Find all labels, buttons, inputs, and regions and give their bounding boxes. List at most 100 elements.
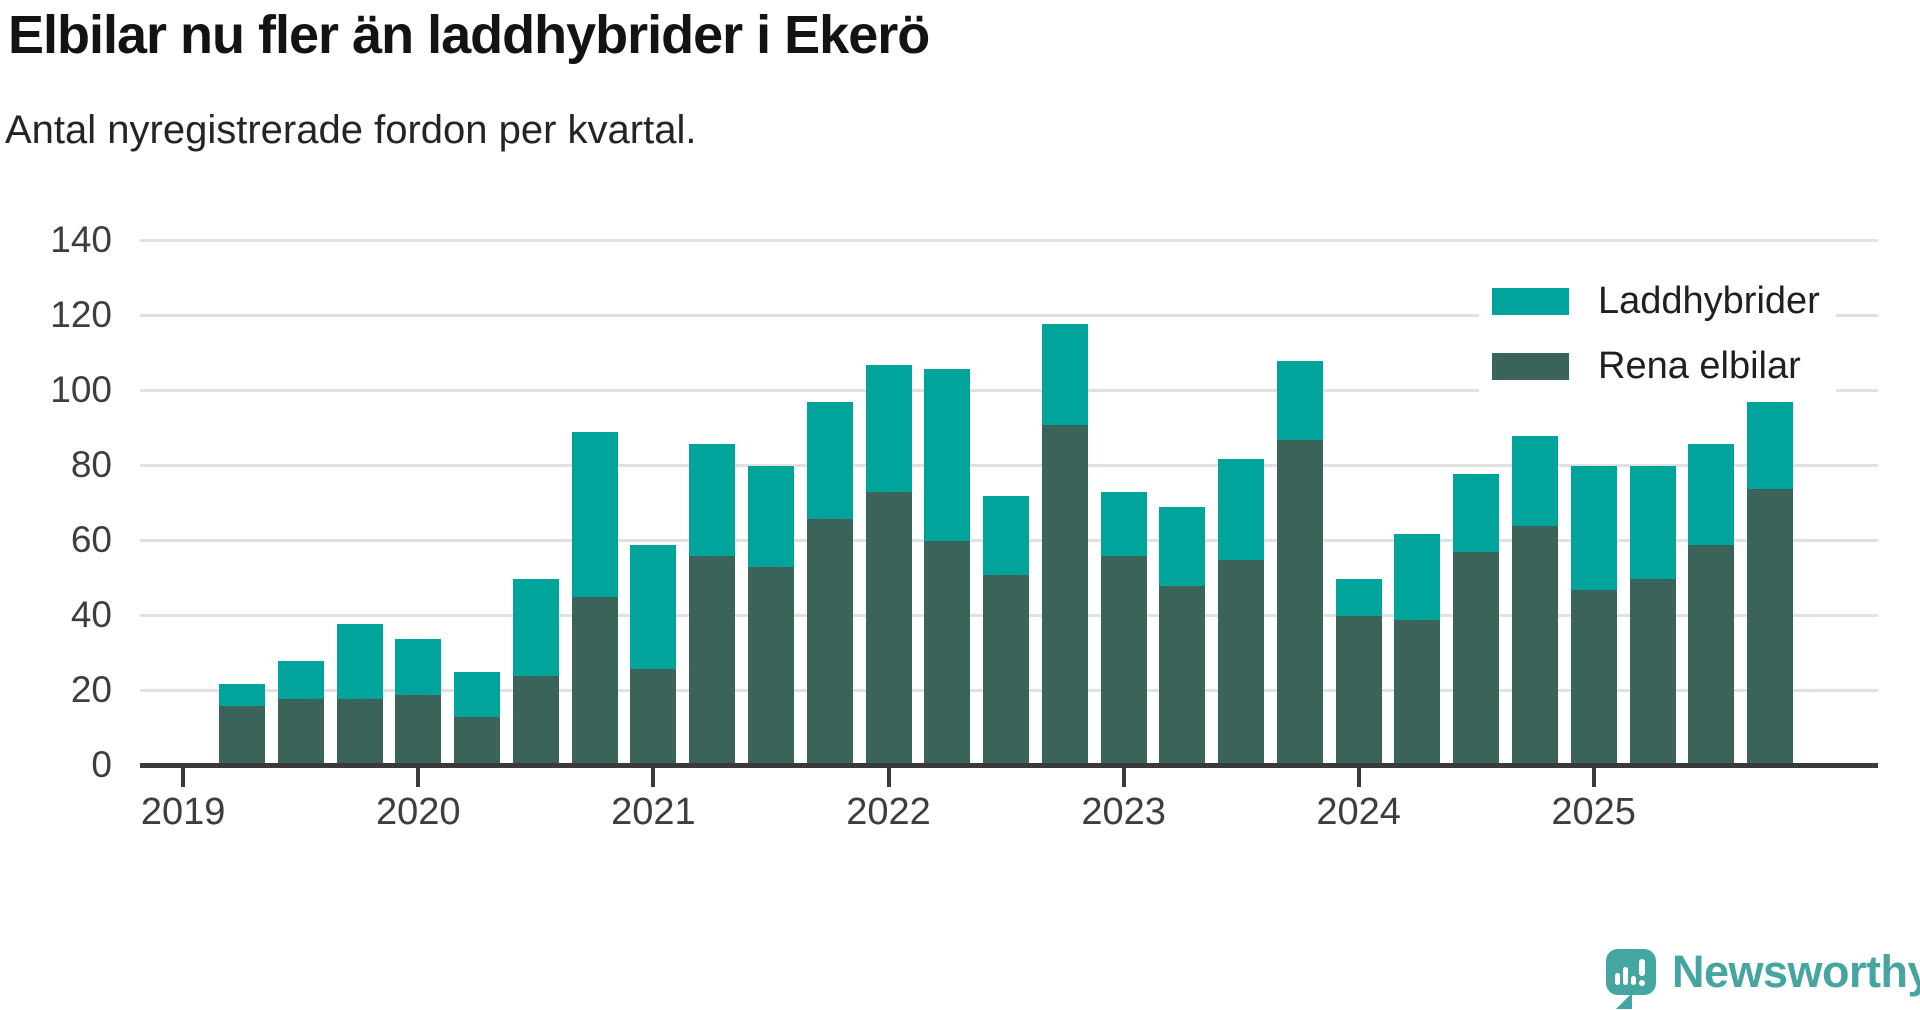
- bar-2021-Q1-rena-elbilar: [630, 668, 677, 766]
- gridline-140: [140, 239, 1878, 242]
- bar-2020-Q2-rena-elbilar: [454, 717, 501, 767]
- bar-2023-Q1-rena-elbilar: [1100, 556, 1147, 766]
- newsworthy-logo-icon: [1606, 949, 1656, 1009]
- x-axis-line: [140, 763, 1878, 768]
- gridline-100: [140, 389, 1878, 392]
- bar-2019-Q4-rena-elbilar: [336, 698, 383, 766]
- legend-label-rena-elbilar: Rena elbilar: [1598, 345, 1801, 387]
- bar-2025-Q1-rena-elbilar: [1570, 589, 1617, 767]
- bar-2023-Q4-laddhybrider: [1276, 361, 1323, 440]
- x-tick-label-2020: 2020: [376, 791, 461, 833]
- bar-2021-Q2-laddhybrider: [689, 443, 736, 556]
- bar-2025-Q2-laddhybrider: [1629, 466, 1676, 579]
- x-tick-label-2023: 2023: [1081, 791, 1166, 833]
- bar-2025-Q2-rena-elbilar: [1629, 578, 1676, 766]
- bar-2020-Q4-laddhybrider: [571, 432, 618, 598]
- bar-2024-Q4-laddhybrider: [1511, 436, 1558, 526]
- bar-2022-Q4-rena-elbilar: [1041, 424, 1088, 767]
- bar-2023-Q4-rena-elbilar: [1276, 439, 1323, 767]
- bar-2019-Q2-laddhybrider: [219, 683, 265, 706]
- bar-2025-Q3-rena-elbilar: [1688, 544, 1735, 767]
- newsworthy-branding: Newsworthy: [1606, 946, 1920, 1009]
- bar-2019-Q4-laddhybrider: [336, 623, 383, 699]
- bar-2021-Q3-rena-elbilar: [747, 567, 794, 767]
- bar-2024-Q1-laddhybrider: [1335, 578, 1382, 616]
- x-tick-2025: [1591, 768, 1596, 787]
- x-tick-2023: [1121, 768, 1126, 787]
- x-tick-label-2019: 2019: [140, 791, 226, 833]
- legend-label-laddhybrider: Laddhybrider: [1598, 280, 1820, 322]
- bar-2024-Q2-rena-elbilar: [1394, 619, 1441, 767]
- bar-2021-Q4-laddhybrider: [806, 402, 853, 519]
- bar-2019-Q3-laddhybrider: [277, 661, 324, 699]
- bar-2021-Q1-laddhybrider: [630, 544, 677, 669]
- y-tick-label-140: 140: [50, 219, 112, 260]
- chart-title: Elbilar nu fler än laddhybrider i Ekerö: [8, 5, 930, 65]
- bar-2024-Q2-laddhybrider: [1394, 533, 1441, 620]
- gridline-80: [140, 464, 1878, 467]
- bar-2022-Q2-laddhybrider: [924, 368, 971, 541]
- bar-2020-Q1-laddhybrider: [395, 638, 442, 695]
- bar-2025-Q1-laddhybrider: [1570, 466, 1617, 590]
- y-tick-label-100: 100: [50, 369, 112, 410]
- logo-exclamation-dot: [1639, 980, 1645, 986]
- x-tick-label-2025: 2025: [1551, 791, 1636, 833]
- x-tick-label-2022: 2022: [846, 791, 931, 833]
- bar-2021-Q3-laddhybrider: [747, 466, 794, 568]
- newsworthy-logo-text: Newsworthy: [1672, 946, 1920, 997]
- legend: Laddhybrider Rena elbilar: [1479, 272, 1836, 396]
- bar-2022-Q4-laddhybrider: [1041, 323, 1088, 425]
- x-tick-2022: [886, 768, 891, 787]
- bar-2024-Q4-rena-elbilar: [1511, 526, 1558, 766]
- y-tick-label-20: 20: [70, 669, 112, 710]
- bar-2020-Q3-rena-elbilar: [512, 676, 559, 766]
- legend-swatch-laddhybrider: [1492, 288, 1569, 315]
- x-tick-2019: [181, 768, 186, 787]
- bar-2023-Q3-laddhybrider: [1218, 458, 1265, 560]
- legend-item-rena-elbilar: Rena elbilar: [1492, 345, 1820, 388]
- logo-exclamation-bar: [1639, 959, 1645, 976]
- bar-2025-Q4-laddhybrider: [1747, 402, 1793, 489]
- bar-2025-Q4-rena-elbilar: [1747, 488, 1793, 766]
- bar-2023-Q1-laddhybrider: [1100, 492, 1147, 557]
- y-tick-label-60: 60: [70, 519, 112, 560]
- bar-2021-Q2-rena-elbilar: [689, 556, 736, 766]
- bar-2022-Q2-rena-elbilar: [924, 541, 971, 766]
- bar-2023-Q3-rena-elbilar: [1218, 559, 1265, 767]
- x-tick-2020: [416, 768, 421, 787]
- bar-2021-Q4-rena-elbilar: [806, 518, 853, 766]
- logo-mini-bar-1: [1615, 973, 1620, 985]
- bar-2025-Q3-laddhybrider: [1688, 443, 1735, 545]
- logo-mini-bar-2: [1623, 967, 1628, 985]
- bar-2020-Q2-laddhybrider: [454, 672, 501, 718]
- bar-2024-Q3-laddhybrider: [1453, 473, 1500, 553]
- y-tick-label-0: 0: [91, 744, 112, 785]
- bar-2023-Q2-laddhybrider: [1159, 507, 1206, 587]
- gridline-120: [140, 314, 1878, 317]
- y-tick-label-120: 120: [50, 294, 112, 335]
- bar-2024-Q3-rena-elbilar: [1453, 552, 1500, 767]
- bar-2022-Q1-rena-elbilar: [865, 492, 912, 767]
- legend-swatch-rena-elbilar: [1492, 353, 1569, 380]
- x-tick-label-2021: 2021: [611, 791, 696, 833]
- bar-2020-Q4-rena-elbilar: [571, 597, 618, 767]
- x-tick-label-2024: 2024: [1316, 791, 1401, 833]
- logo-mini-bar-3: [1631, 976, 1636, 985]
- bar-2020-Q1-rena-elbilar: [395, 694, 442, 767]
- bar-2020-Q3-laddhybrider: [512, 578, 559, 676]
- bar-2022-Q1-laddhybrider: [865, 364, 912, 493]
- legend-item-laddhybrider: Laddhybrider: [1492, 280, 1820, 323]
- bar-2022-Q3-rena-elbilar: [983, 574, 1029, 767]
- x-tick-2024: [1356, 768, 1361, 787]
- y-tick-label-80: 80: [70, 444, 112, 485]
- bar-2024-Q1-rena-elbilar: [1335, 616, 1382, 766]
- bar-2022-Q3-laddhybrider: [983, 496, 1029, 575]
- logo-speech-bubble-tail: [1616, 993, 1632, 1009]
- bar-2019-Q2-rena-elbilar: [219, 706, 265, 766]
- x-tick-2021: [651, 768, 656, 787]
- bar-2019-Q3-rena-elbilar: [277, 698, 324, 766]
- y-tick-label-40: 40: [70, 594, 112, 635]
- bar-2023-Q2-rena-elbilar: [1159, 586, 1206, 766]
